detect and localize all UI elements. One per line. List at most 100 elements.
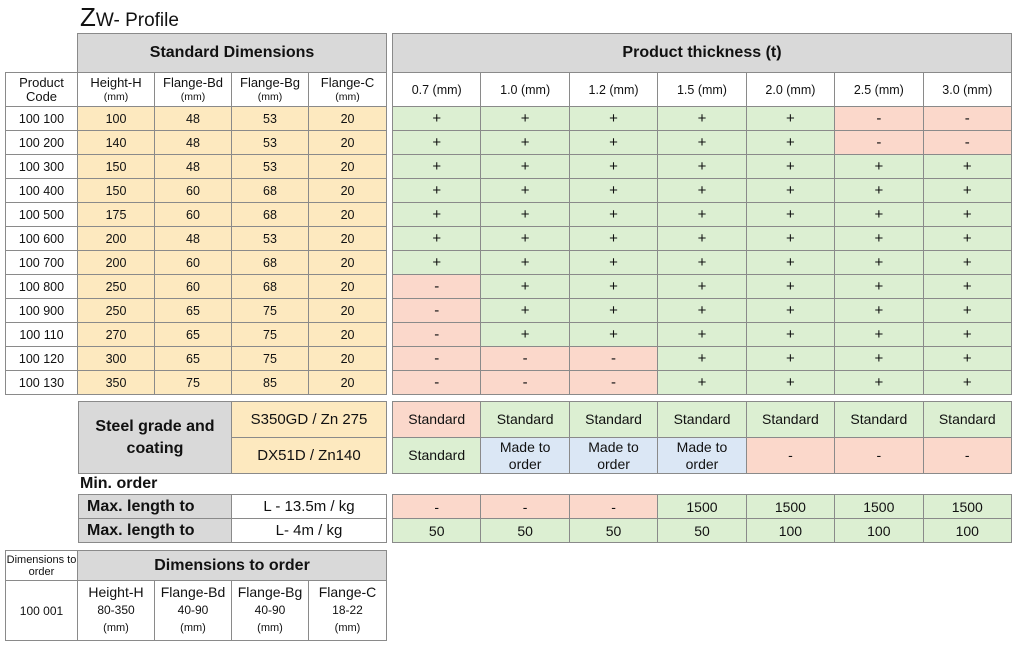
max-length-spec-2: L- 4m / kg (231, 518, 387, 543)
table-row: 100 100 100 48 53 20 (5, 106, 388, 131)
flange-bd-value: 60 (154, 274, 232, 299)
flange-c-value: 20 (307, 250, 388, 275)
availability-cell: + (657, 322, 747, 347)
flange-bg-value: 68 (231, 274, 309, 299)
order-code: 100 001 (5, 580, 78, 641)
table-row: + + + + + - - (391, 130, 1013, 155)
height-value: 150 (77, 178, 155, 203)
availability-cell: + (657, 202, 747, 227)
availability-cell: + (745, 226, 836, 251)
availability-cell: + (745, 178, 836, 203)
min-order-cell: - (391, 494, 482, 519)
product-code: 100 300 (5, 154, 78, 179)
availability-cell: + (568, 154, 659, 179)
availability-cell: + (745, 274, 836, 299)
availability-cell: + (745, 154, 836, 179)
table-row: 100 700 200 60 68 20 (5, 250, 388, 275)
availability-cell: + (391, 130, 482, 155)
height-value: 270 (77, 322, 155, 347)
availability-cell: + (568, 202, 659, 227)
table-row: - - - + + + + (391, 346, 1013, 371)
flange-c-value: 20 (307, 130, 388, 155)
availability-cell: + (657, 250, 747, 275)
table-row: + + + + + + + (391, 154, 1013, 179)
max-length-label-2: Max. length to (78, 518, 232, 543)
flange-bg-value: 75 (231, 298, 309, 323)
flange-c-value: 20 (307, 370, 388, 395)
dimensions-to-order-code-label: Dimensions to order (5, 550, 78, 581)
table-row: + + + + + + + (391, 226, 1013, 251)
flange-bg-value: 53 (231, 154, 309, 179)
availability-cell: + (834, 274, 924, 299)
min-order-cell: 100 (834, 518, 924, 543)
steel-grade-cell: - (922, 437, 1013, 474)
availability-cell: + (568, 226, 659, 251)
title-rest: W- Profile (95, 10, 179, 31)
availability-cell: + (922, 346, 1013, 371)
min-order-cell: 1500 (657, 494, 747, 519)
min-order-table: Max. length to L - 13.5m / kg Max. lengt… (78, 494, 387, 543)
order-flange-c: Flange-C 18-22 (mm) (307, 580, 388, 641)
flange-bg-value: 53 (231, 130, 309, 155)
availability-cell: + (745, 298, 836, 323)
product-code: 100 200 (5, 130, 78, 155)
min-order-cell: 50 (480, 518, 570, 543)
table-row: 100 300 150 48 53 20 (5, 154, 388, 179)
table-row: - + + + + + + (391, 274, 1013, 299)
availability-cell: + (657, 154, 747, 179)
availability-cell: + (391, 250, 482, 275)
height-value: 175 (77, 202, 155, 227)
table-row: 100 110 270 65 75 20 (5, 322, 388, 347)
height-value: 100 (77, 106, 155, 131)
flange-c-value: 20 (307, 178, 388, 203)
availability-cell: + (657, 274, 747, 299)
availability-cell: + (922, 250, 1013, 275)
table-row: + + + + + + + (391, 250, 1013, 275)
height-value: 200 (77, 226, 155, 251)
availability-cell: + (480, 274, 570, 299)
min-order-cell: 50 (568, 518, 659, 543)
availability-cell: + (391, 178, 482, 203)
table-row: - + + + + + + (391, 322, 1013, 347)
steel-grade-cell: Standard (922, 401, 1013, 438)
flange-c-value: 20 (307, 346, 388, 371)
standard-dimensions-table: Standard Dimensions Product Code Height-… (5, 33, 388, 395)
steel-grade-cell: Standard (568, 401, 659, 438)
min-order-cell: - (568, 494, 659, 519)
steel-grade-cell: - (745, 437, 836, 474)
availability-cell: + (480, 322, 570, 347)
flange-c-value: 20 (307, 106, 388, 131)
steel-grade-thickness-table: Standard Standard Standard Standard Standard… (391, 401, 1013, 474)
min-order-cell: 50 (657, 518, 747, 543)
availability-cell: + (922, 154, 1013, 179)
availability-cell: + (480, 106, 570, 131)
min-order-cell: 100 (745, 518, 836, 543)
availability-cell: + (480, 250, 570, 275)
availability-cell: + (568, 298, 659, 323)
availability-cell: - (922, 106, 1013, 131)
table-row: 100 400 150 60 68 20 (5, 178, 388, 203)
flange-bd-value: 60 (154, 178, 232, 203)
availability-cell: + (480, 178, 570, 203)
availability-cell: - (391, 346, 482, 371)
availability-cell: + (834, 346, 924, 371)
thickness-col-header: 2.5 (mm) (834, 72, 924, 107)
steel-grade-cell: Standard (391, 437, 482, 474)
product-code: 100 110 (5, 322, 78, 347)
flange-bg-value: 85 (231, 370, 309, 395)
steel-grade-table: Steel grade and coating S350GD / Zn 275 … (78, 401, 387, 474)
order-height: Height-H 80-350 (mm) (77, 580, 155, 641)
height-value: 250 (77, 274, 155, 299)
thickness-col-header: 3.0 (mm) (922, 72, 1013, 107)
flange-bd-value: 48 (154, 130, 232, 155)
availability-cell: + (745, 322, 836, 347)
min-order-cell: - (480, 494, 570, 519)
min-order-cell: 50 (391, 518, 482, 543)
table-row: 100 130 350 75 85 20 (5, 370, 388, 395)
availability-cell: + (922, 178, 1013, 203)
height-value: 350 (77, 370, 155, 395)
product-code: 100 500 (5, 202, 78, 227)
min-order-label: Min. order (80, 475, 158, 492)
grade-dx51d: DX51D / Zn140 (231, 437, 387, 474)
flange-c-value: 20 (307, 322, 388, 347)
